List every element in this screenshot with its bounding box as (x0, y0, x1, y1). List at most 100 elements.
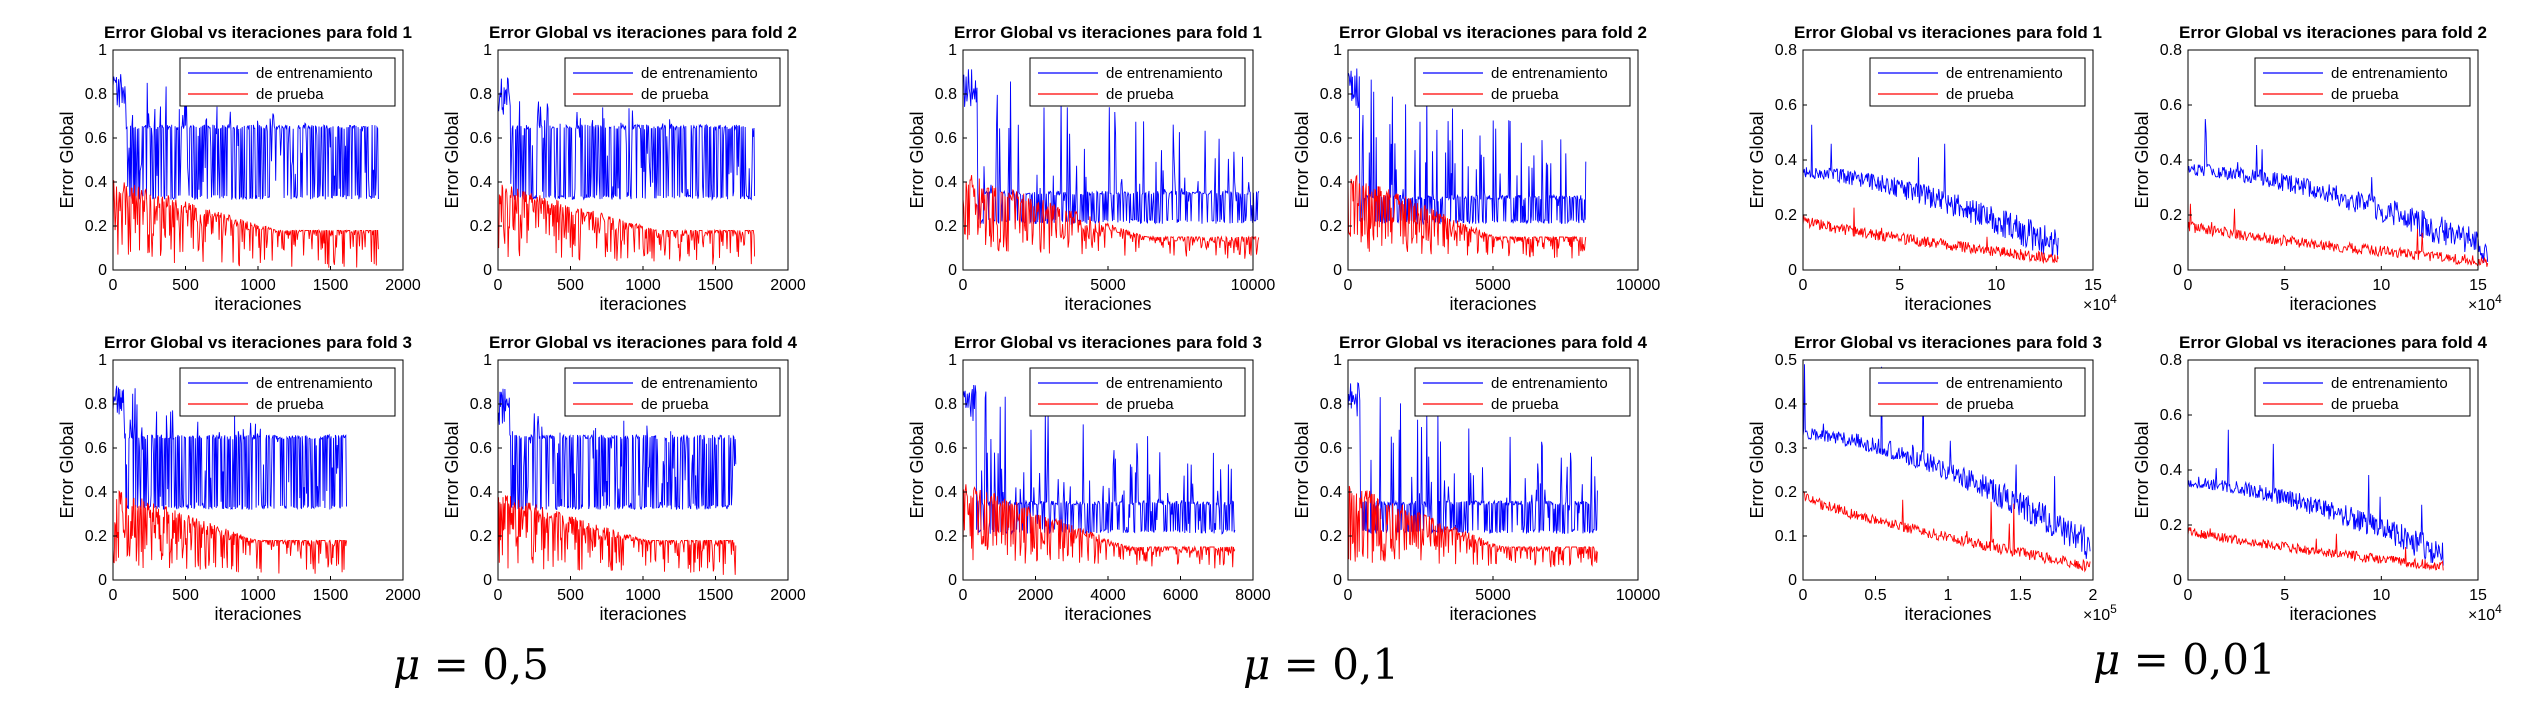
x-tick-label: 5000 (1475, 587, 1511, 604)
legend-label-test: de prueba (256, 396, 324, 413)
y-tick-label: 0.6 (85, 440, 107, 457)
y-tick-label: 0.4 (1775, 396, 1797, 413)
panel-title: Error Global vs iteraciones para fold 2 (1339, 23, 1647, 42)
series-line-train (1802, 364, 2091, 559)
y-tick-label: 0.2 (1775, 484, 1797, 501)
y-tick-label: 0.4 (2160, 462, 2182, 479)
y-tick-label: 0.4 (935, 484, 957, 501)
x-tick-label: 10 (1987, 277, 2005, 294)
y-tick-label: 0 (483, 262, 492, 279)
legend-label-train: de entrenamiento (1946, 375, 2063, 392)
x-tick-label: 2000 (385, 277, 421, 294)
panel-title: Error Global vs iteraciones para fold 3 (954, 333, 1262, 352)
series-line-test (497, 495, 737, 575)
legend-label-test: de prueba (1946, 86, 2014, 103)
x-tick-label: 1500 (313, 277, 349, 294)
y-axis-label: Error Global (1747, 111, 1767, 208)
y-tick-label: 1 (1333, 352, 1342, 369)
legend-box (2254, 57, 2471, 107)
series-line-test (1802, 490, 2091, 573)
y-tick-label: 0.2 (470, 218, 492, 235)
legend-label-train: de entrenamiento (256, 65, 373, 82)
x-tick-label: 2000 (770, 587, 806, 604)
y-tick-label: 0.6 (470, 130, 492, 147)
x-tick-label: 500 (172, 587, 199, 604)
y-tick-label: 0.8 (2160, 352, 2182, 369)
legend-label-test: de prueba (1491, 86, 1559, 103)
y-tick-label: 0.2 (935, 528, 957, 545)
y-tick-label: 0.8 (470, 396, 492, 413)
legend-label-test: de prueba (1491, 396, 1559, 413)
x-tick-label: 500 (557, 587, 584, 604)
x-tick-label: 5000 (1475, 277, 1511, 294)
y-tick-label: 0 (483, 572, 492, 589)
panel-title: Error Global vs iteraciones para fold 1 (954, 23, 1262, 42)
y-tick-label: 0.6 (2160, 407, 2182, 424)
x-tick-label: 10 (2372, 277, 2390, 294)
x-tick-label: 1500 (698, 277, 734, 294)
x-tick-label: 15 (2469, 277, 2487, 294)
series-line-test (497, 184, 756, 265)
x-tick-label: 1500 (698, 587, 734, 604)
x-tick-label: 2000 (770, 277, 806, 294)
x-axis-label: iteraciones (1449, 604, 1536, 624)
y-tick-label: 0.2 (85, 218, 107, 235)
y-tick-label: 0.4 (470, 484, 492, 501)
y-tick-label: 0.2 (2160, 207, 2182, 224)
y-tick-label: 1 (948, 42, 957, 59)
y-tick-label: 0.4 (2160, 152, 2182, 169)
series-line-test (2187, 526, 2444, 571)
x-tick-label: 0 (1799, 277, 1808, 294)
y-tick-label: 0.6 (1320, 440, 1342, 457)
x-tick-label: 1000 (240, 587, 276, 604)
legend-box (1869, 57, 2086, 107)
y-tick-label: 0 (1788, 572, 1797, 589)
y-tick-label: 0.4 (1775, 152, 1797, 169)
x-tick-label: 10000 (1616, 587, 1661, 604)
y-tick-label: 0.8 (470, 86, 492, 103)
legend-label-test: de prueba (1946, 396, 2014, 413)
panel-title: Error Global vs iteraciones para fold 4 (489, 333, 798, 352)
mu-symbol: μ (393, 640, 421, 689)
y-tick-label: 0.4 (1320, 174, 1342, 191)
y-tick-label: 0 (98, 572, 107, 589)
y-tick-label: 0.6 (470, 440, 492, 457)
legend-label-train: de entrenamiento (2331, 375, 2448, 392)
legend-box (564, 57, 781, 107)
legend-label-train: de entrenamiento (256, 375, 373, 392)
legend-label-train: de entrenamiento (641, 375, 758, 392)
y-tick-label: 0.8 (1320, 396, 1342, 413)
y-tick-label: 0.8 (85, 86, 107, 103)
y-tick-label: 0.4 (85, 174, 107, 191)
y-tick-label: 0 (98, 262, 107, 279)
series-line-train (2187, 118, 2489, 264)
x-tick-label: 10000 (1231, 277, 1276, 294)
x-axis-label: iteraciones (2289, 604, 2376, 624)
x-tick-label: 15 (2469, 587, 2487, 604)
x-tick-label: 0 (959, 277, 968, 294)
x-tick-label: 0 (109, 277, 118, 294)
y-tick-label: 1 (948, 352, 957, 369)
y-tick-label: 0 (1788, 262, 1797, 279)
y-tick-label: 0.1 (1775, 528, 1797, 545)
series-line-test (112, 180, 379, 268)
x-tick-label: 0 (494, 277, 503, 294)
x-tick-label: 1 (1944, 587, 1953, 604)
y-tick-label: 1 (98, 42, 107, 59)
y-axis-label: Error Global (1292, 111, 1312, 208)
series-line-test (112, 490, 347, 574)
series-line-test (962, 175, 1260, 259)
y-tick-label: 0.8 (2160, 42, 2182, 59)
series-line-train (497, 388, 737, 511)
y-tick-label: 0.6 (2160, 97, 2182, 114)
y-axis-label: Error Global (907, 421, 927, 518)
y-axis-label: Error Global (2132, 111, 2152, 208)
legend-label-train: de entrenamiento (1106, 65, 1223, 82)
panel-title: Error Global vs iteraciones para fold 4 (1339, 333, 1648, 352)
legend-label-train: de entrenamiento (1491, 65, 1608, 82)
panel-title: Error Global vs iteraciones para fold 2 (2179, 23, 2487, 42)
legend-box (1029, 57, 1246, 107)
y-tick-label: 0.5 (1775, 352, 1797, 369)
